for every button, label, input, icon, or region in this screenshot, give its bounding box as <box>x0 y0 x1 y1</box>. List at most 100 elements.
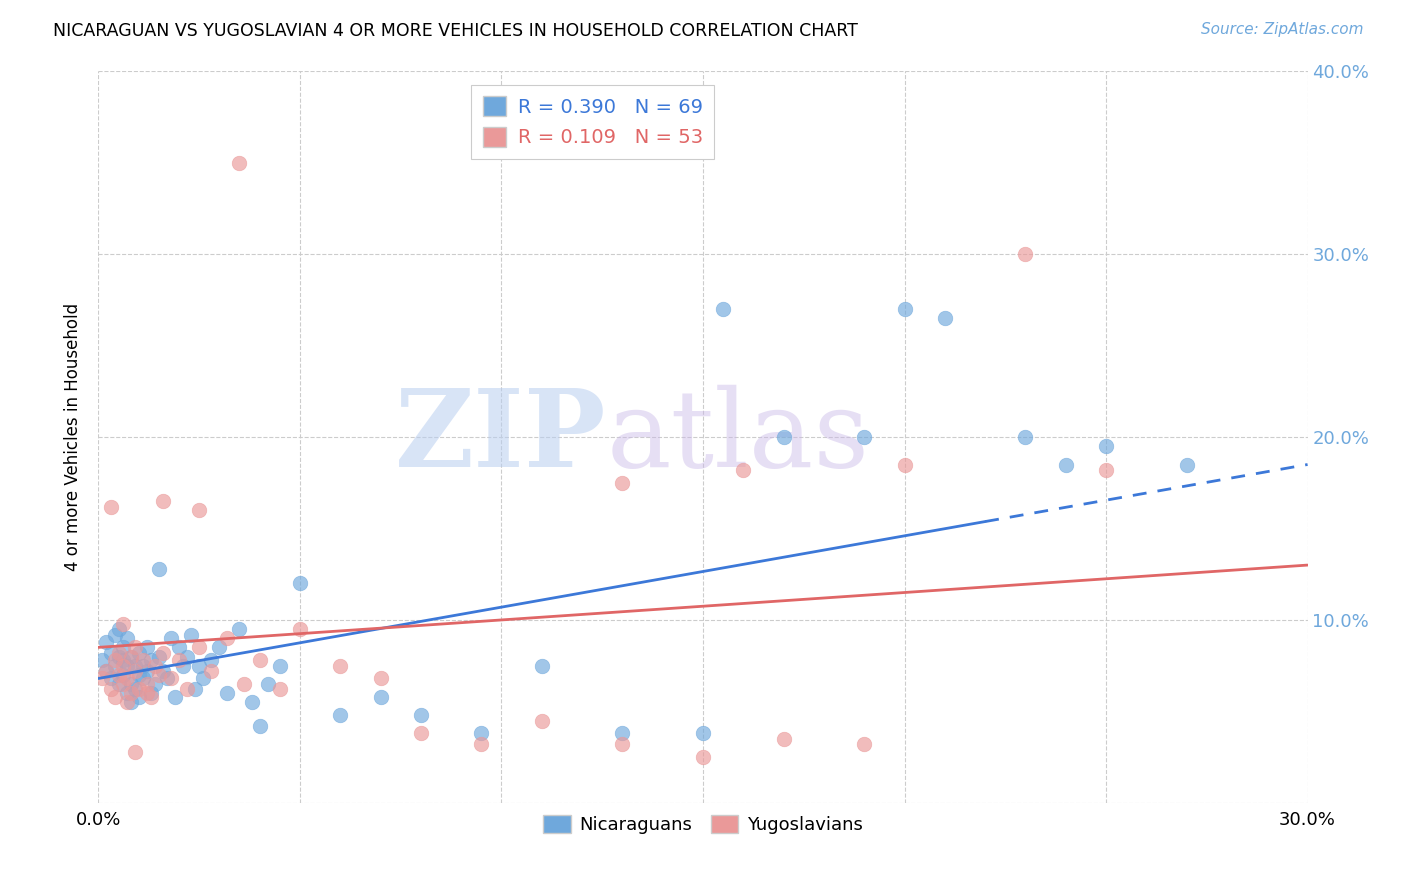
Text: ZIP: ZIP <box>395 384 606 490</box>
Point <box>120 649 142 664</box>
Point <box>470 726 492 740</box>
Point <box>329 708 352 723</box>
Point <box>167 653 190 667</box>
Point <box>103 653 125 667</box>
Point <box>249 653 271 667</box>
Point <box>370 690 392 704</box>
Point <box>200 653 222 667</box>
Point <box>143 677 166 691</box>
Point <box>1175 458 1198 472</box>
Point <box>96 635 118 649</box>
Point <box>1014 247 1036 261</box>
Point <box>228 622 250 636</box>
Point <box>188 640 211 655</box>
Point <box>269 658 291 673</box>
Point <box>188 503 211 517</box>
Point <box>107 667 129 681</box>
Point <box>111 616 134 631</box>
Point <box>115 632 138 646</box>
Point <box>124 640 146 655</box>
Point <box>132 653 155 667</box>
Point <box>934 311 956 326</box>
Point <box>128 682 150 697</box>
Point <box>176 682 198 697</box>
Point <box>107 677 129 691</box>
Point <box>132 658 155 673</box>
Point <box>853 430 876 444</box>
Point <box>135 664 157 678</box>
Point <box>111 640 134 655</box>
Point <box>91 672 114 686</box>
Point <box>228 156 250 170</box>
Point <box>612 726 634 740</box>
Point <box>148 562 170 576</box>
Point <box>120 686 142 700</box>
Point <box>288 576 311 591</box>
Point <box>111 677 134 691</box>
Point <box>370 672 392 686</box>
Point <box>163 690 186 704</box>
Point <box>120 695 142 709</box>
Point <box>176 649 198 664</box>
Point <box>100 646 122 660</box>
Point <box>288 622 311 636</box>
Point <box>612 737 634 751</box>
Point <box>180 627 202 641</box>
Point <box>139 686 162 700</box>
Point <box>188 658 211 673</box>
Point <box>249 719 271 733</box>
Point <box>111 658 134 673</box>
Point <box>115 672 138 686</box>
Point <box>148 667 170 681</box>
Point <box>135 686 157 700</box>
Point <box>91 653 114 667</box>
Point <box>139 653 162 667</box>
Point <box>124 745 146 759</box>
Point <box>167 640 190 655</box>
Point <box>409 726 432 740</box>
Point <box>148 649 170 664</box>
Point <box>100 682 122 697</box>
Point <box>107 649 129 664</box>
Text: NICARAGUAN VS YUGOSLAVIAN 4 OR MORE VEHICLES IN HOUSEHOLD CORRELATION CHART: NICARAGUAN VS YUGOSLAVIAN 4 OR MORE VEHI… <box>53 22 858 40</box>
Point <box>1014 430 1036 444</box>
Point <box>128 667 150 681</box>
Point <box>1054 458 1077 472</box>
Point <box>172 658 194 673</box>
Y-axis label: 4 or more Vehicles in Household: 4 or more Vehicles in Household <box>65 303 83 571</box>
Point <box>193 672 215 686</box>
Point <box>111 653 134 667</box>
Point <box>692 726 714 740</box>
Point <box>100 500 122 514</box>
Point <box>132 672 155 686</box>
Point <box>409 708 432 723</box>
Point <box>240 695 263 709</box>
Point <box>530 714 553 728</box>
Point <box>269 682 291 697</box>
Text: Source: ZipAtlas.com: Source: ZipAtlas.com <box>1201 22 1364 37</box>
Point <box>256 677 278 691</box>
Point <box>128 690 150 704</box>
Point <box>772 731 794 746</box>
Point <box>232 677 254 691</box>
Point <box>772 430 794 444</box>
Point <box>135 640 157 655</box>
Point <box>711 301 734 317</box>
Point <box>200 664 222 678</box>
Point <box>139 690 162 704</box>
Point <box>160 672 183 686</box>
Point <box>120 677 142 691</box>
Point <box>692 750 714 764</box>
Point <box>612 475 634 490</box>
Point <box>115 658 138 673</box>
Point <box>160 632 183 646</box>
Point <box>853 737 876 751</box>
Point <box>115 695 138 709</box>
Point <box>733 463 755 477</box>
Point <box>184 682 207 697</box>
Point <box>893 301 915 317</box>
Point <box>96 664 118 678</box>
Point <box>100 672 122 686</box>
Point <box>530 658 553 673</box>
Point <box>143 658 166 673</box>
